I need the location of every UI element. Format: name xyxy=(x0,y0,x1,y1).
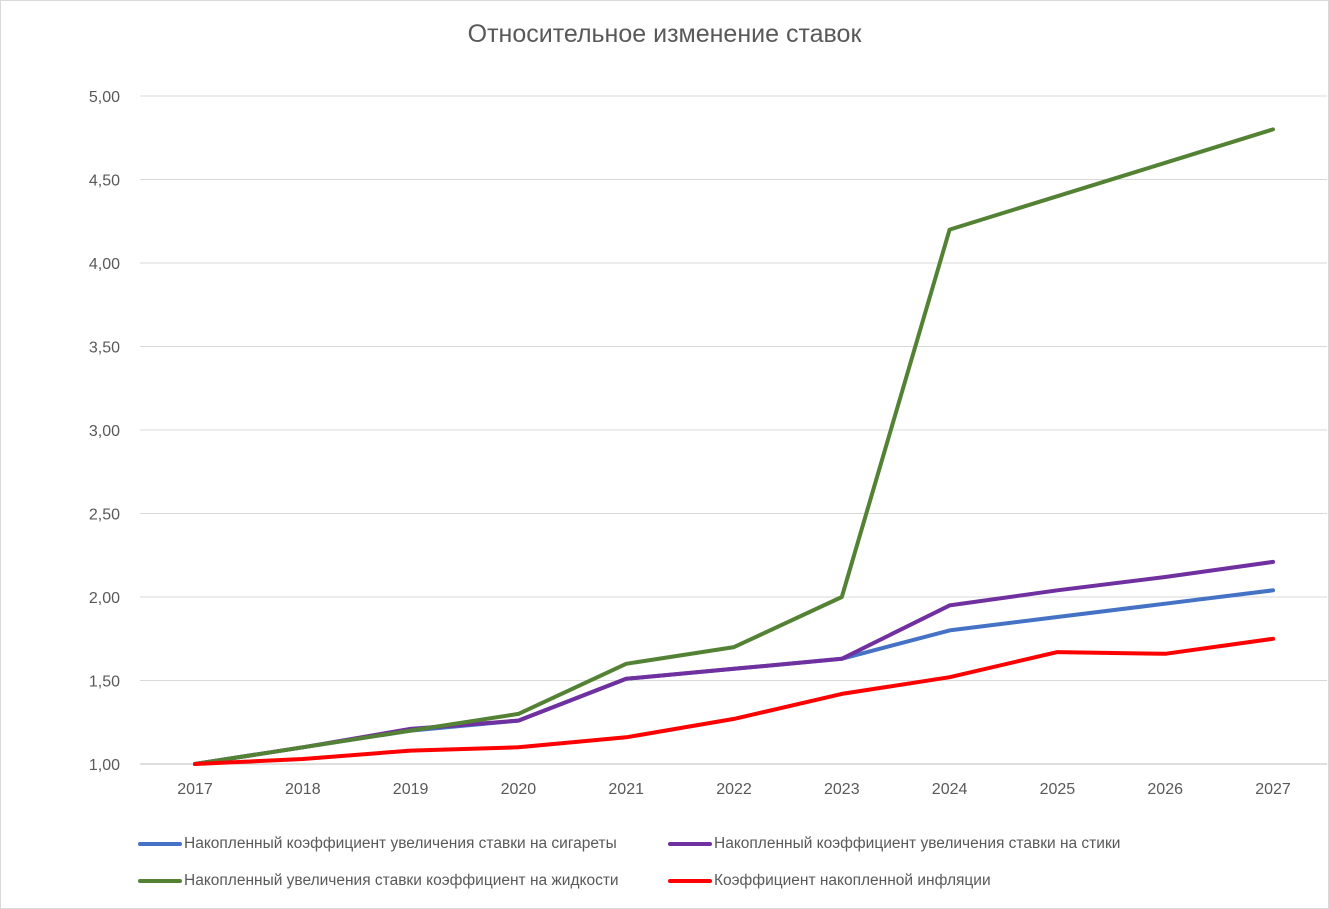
x-tick-label: 2018 xyxy=(285,781,321,798)
legend-item-cigarettes: Накопленный коэффициент увеличения ставк… xyxy=(138,832,617,856)
x-tick-label: 2017 xyxy=(177,781,213,798)
legend-label-inflation: Коэффициент накопленной инфляции xyxy=(714,872,991,889)
legend-swatch-sticks xyxy=(668,842,712,846)
chart-title: Относительное изменение ставок xyxy=(467,20,862,48)
x-axis-tick-labels: 2017 2018 2019 2020 2021 2022 2023 2024 2025 2026… xyxy=(177,781,1291,798)
legend-item-liquids: Накопленный увеличения ставки коэффициен… xyxy=(138,869,619,893)
x-tick-label: 2026 xyxy=(1147,781,1183,798)
legend-label-sticks: Накопленный коэффициент увеличения ставк… xyxy=(714,835,1121,852)
legend-item-sticks: Накопленный коэффициент увеличения ставк… xyxy=(668,832,1120,856)
y-tick-label: 5,00 xyxy=(89,89,120,106)
x-tick-label: 2022 xyxy=(716,781,752,798)
legend-swatch-cigarettes xyxy=(138,842,182,846)
series-lines xyxy=(193,127,1275,766)
series-line-liquids xyxy=(193,127,1275,766)
y-tick-label: 2,00 xyxy=(89,590,120,607)
x-tick-label: 2025 xyxy=(1040,781,1076,798)
y-tick-label: 1,50 xyxy=(89,674,120,691)
x-tick-label: 2021 xyxy=(608,781,644,798)
x-tick-label: 2019 xyxy=(393,781,429,798)
y-tick-label: 4,00 xyxy=(89,256,120,273)
y-tick-label: 3,50 xyxy=(89,340,120,357)
legend-label-liquids: Накопленный увеличения ставки коэффициен… xyxy=(184,872,619,889)
y-axis-tick-labels: 1,00 1,50 2,00 2,50 3,00 3,50 4,00 4,50 5,00 xyxy=(89,89,120,774)
series-line-sticks xyxy=(193,559,1275,766)
y-tick-label: 4,50 xyxy=(89,173,120,190)
gridlines xyxy=(140,95,1327,765)
legend-swatch-liquids xyxy=(138,879,182,883)
y-tick-label: 2,50 xyxy=(89,507,120,524)
x-tick-label: 2020 xyxy=(501,781,537,798)
legend-swatch-inflation xyxy=(668,879,712,883)
y-tick-label: 1,00 xyxy=(89,757,120,774)
y-tick-label: 3,00 xyxy=(89,423,120,440)
x-tick-label: 2023 xyxy=(824,781,860,798)
series-line-inflation xyxy=(193,636,1275,766)
x-tick-label: 2024 xyxy=(932,781,968,798)
legend-label-cigarettes: Накопленный коэффициент увеличения ставк… xyxy=(184,835,617,852)
legend-item-inflation: Коэффициент накопленной инфляции xyxy=(668,869,991,893)
x-tick-label: 2027 xyxy=(1255,781,1291,798)
